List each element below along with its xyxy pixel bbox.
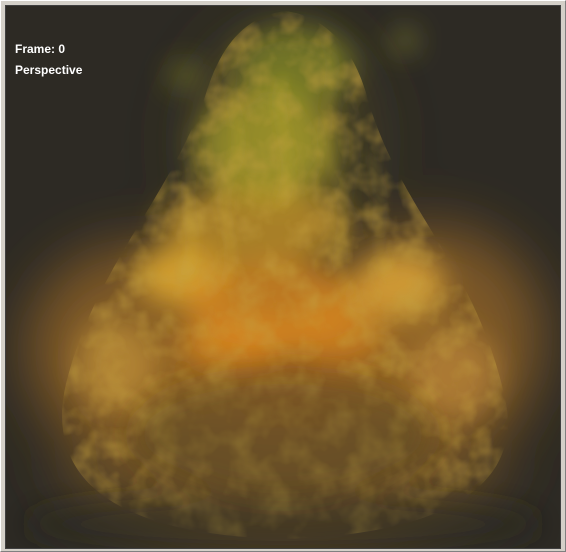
fire-render: [6, 6, 560, 548]
frame-counter-label: Frame: 0: [15, 42, 65, 56]
perspective-viewport[interactable]: Frame: 0 Perspective: [5, 5, 561, 549]
viewport-name-label[interactable]: Perspective: [15, 63, 82, 77]
